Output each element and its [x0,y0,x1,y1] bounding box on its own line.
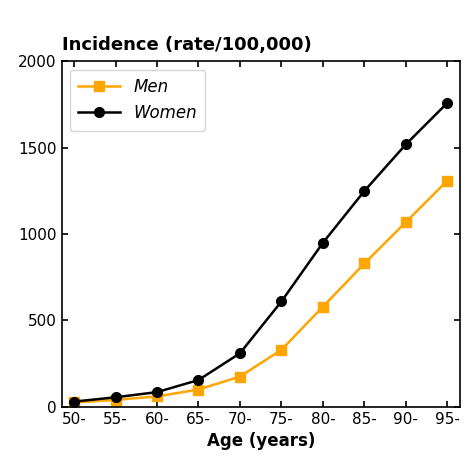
Women [403,141,409,147]
Women [320,240,326,245]
Women [279,298,284,304]
Women [237,350,243,356]
Men [71,400,77,405]
Women [154,389,160,395]
Women [196,377,201,383]
Men [445,178,450,184]
Men [154,394,160,399]
Men [403,219,409,225]
Men [362,261,367,266]
X-axis label: Age (years): Age (years) [207,432,315,450]
Women [113,394,118,400]
Text: Incidence (rate/100,000): Incidence (rate/100,000) [62,36,311,54]
Legend: Men, Women: Men, Women [70,70,205,131]
Men [196,387,201,393]
Men [237,374,243,379]
Men [279,347,284,353]
Line: Women: Women [69,98,452,406]
Men [113,397,118,403]
Women [362,188,367,194]
Women [71,399,77,404]
Men [320,304,326,309]
Women [445,100,450,106]
Line: Men: Men [69,176,452,407]
